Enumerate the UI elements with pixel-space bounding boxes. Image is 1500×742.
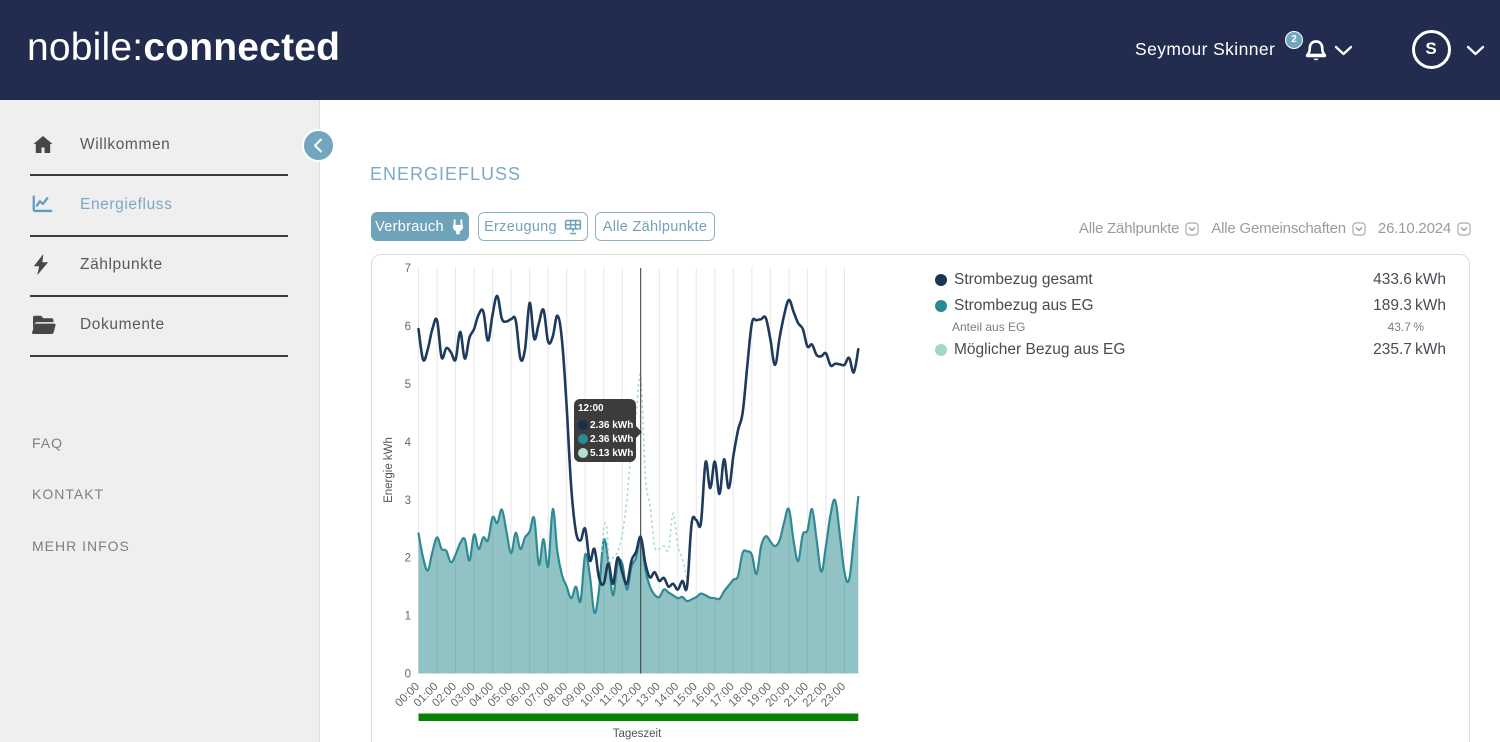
svg-text:4: 4 (405, 437, 412, 449)
svg-text:5: 5 (405, 379, 411, 391)
svg-text:Tageszeit: Tageszeit (613, 728, 662, 740)
svg-text:1: 1 (405, 611, 411, 623)
svg-text:2: 2 (405, 553, 411, 565)
svg-text:Energie kWh: Energie kWh (383, 437, 395, 503)
svg-text:7: 7 (405, 263, 411, 275)
svg-text:6: 6 (405, 321, 411, 333)
svg-text:0: 0 (405, 669, 411, 681)
svg-text:3: 3 (405, 495, 411, 507)
